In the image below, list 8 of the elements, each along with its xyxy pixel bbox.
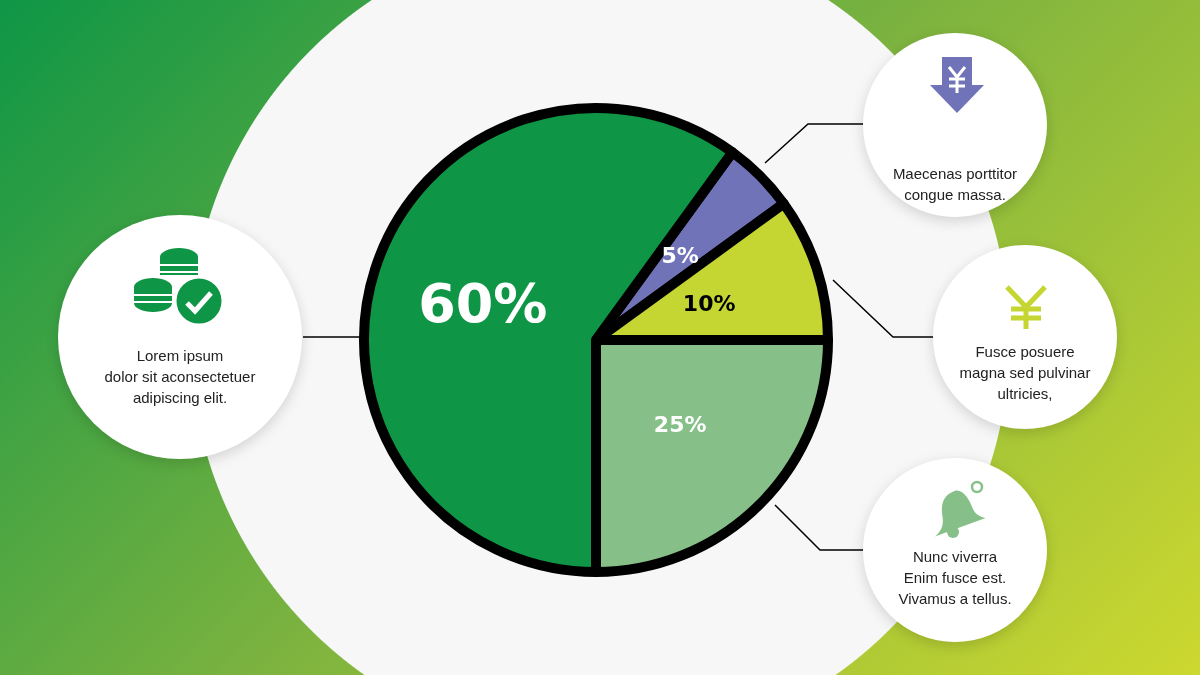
data-label: 5% [661, 243, 699, 269]
data-label: 10% [682, 290, 736, 316]
text: Lorem ipsum dolor sit aconsectetuer adipiscing elit. [103, 346, 257, 408]
text: Fusce posuere magna sed pulvinar ultricies, [958, 342, 1092, 404]
data-label: 25% [653, 411, 707, 437]
text: Maecenas porttitor congue massa. [891, 164, 1019, 205]
text: Nunc viverra Enim fusce est. Vivamus a tellus. [897, 547, 1013, 609]
data-label: 60% [418, 271, 548, 335]
